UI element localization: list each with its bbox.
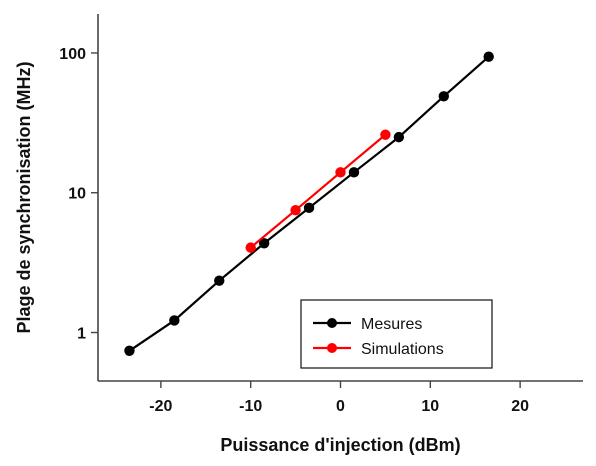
legend: Mesures Simulations xyxy=(300,299,493,369)
data-point-simulations xyxy=(380,129,391,140)
y-axis-label: Plage de synchronisation (MHz) xyxy=(14,61,34,333)
data-point-mesures xyxy=(438,91,449,102)
legend-marker-simulations xyxy=(327,343,337,353)
legend-label-simulations: Simulations xyxy=(361,341,444,358)
x-axis-label: Puissance d'injection (dBm) xyxy=(220,435,460,455)
data-point-simulations xyxy=(335,167,346,178)
plot-layer xyxy=(124,51,494,357)
y-tick-label: 10 xyxy=(68,186,86,203)
x-tick-label: 20 xyxy=(511,398,529,415)
axes-layer: -20 -10 0 10 20 1 10 100 xyxy=(59,14,583,415)
data-point-simulations xyxy=(245,242,256,253)
y-tick-label: 100 xyxy=(59,46,86,63)
data-point-mesures xyxy=(258,238,270,249)
data-point-mesures xyxy=(393,131,405,143)
data-point-mesures xyxy=(169,315,180,326)
x-tick-label: -20 xyxy=(149,398,172,415)
legend-label-mesures: Mesures xyxy=(361,316,422,333)
data-point-simulations xyxy=(290,205,301,216)
y-tick-label: 1 xyxy=(77,326,86,343)
data-point-mesures xyxy=(348,167,360,178)
x-tick-label: -10 xyxy=(239,398,262,415)
x-tick-label: 10 xyxy=(421,398,439,415)
series-line-simulations xyxy=(249,133,387,249)
x-tick-label: 0 xyxy=(336,398,345,415)
data-point-mesures xyxy=(214,275,225,286)
legend-box xyxy=(300,299,493,369)
data-point-mesures xyxy=(124,345,135,357)
data-point-mesures xyxy=(483,51,494,62)
data-point-mesures xyxy=(303,202,315,214)
legend-marker-mesures xyxy=(327,318,337,328)
